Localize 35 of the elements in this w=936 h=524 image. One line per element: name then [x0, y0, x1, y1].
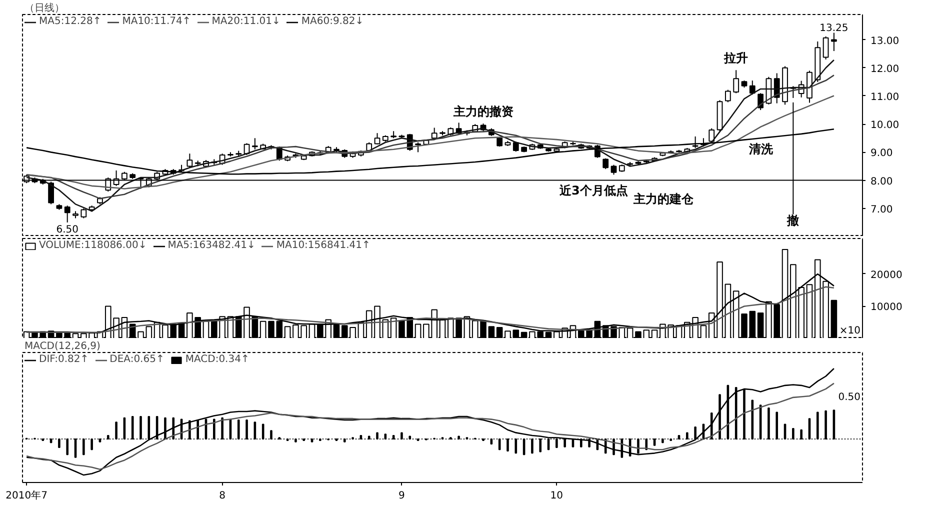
legend-label: MACD:0.34↑	[185, 354, 250, 365]
legend-label: DEA:0.65↑	[110, 354, 164, 365]
annotation: 6.50	[56, 224, 78, 236]
legend-label: MA60:9.82↓	[301, 16, 364, 27]
y-axis-title: ×10	[839, 326, 861, 336]
x-tick-label: 8	[219, 490, 226, 502]
ref-line-label: 近3个月低点	[558, 183, 628, 198]
legend-label: MA20:11.01↓	[212, 16, 280, 27]
legend-label: MA5:163482.41↓	[168, 240, 256, 251]
annotation: 主力的建仓	[632, 192, 694, 206]
annotation: 清洗	[748, 142, 774, 156]
legend-label: DIF:0.82↑	[39, 354, 89, 365]
y-tick-label: 7.00	[870, 204, 893, 216]
y-tick-label: 11.00	[870, 92, 900, 103]
y-tick-label: 20000	[870, 270, 902, 281]
y-tick-label: 12.00	[870, 64, 900, 75]
chart-title: MACD(12,26,9)	[24, 341, 101, 352]
annotation: 撤	[786, 214, 800, 228]
legend-label: MA10:156841.41↑	[276, 240, 370, 251]
annotation: 13.25	[820, 22, 848, 34]
text: 0.50	[838, 392, 860, 404]
legend-label: MA10:11.74↑	[122, 16, 191, 27]
legend-label: VOLUME:118086.00↓	[39, 240, 147, 251]
legend-label: MA5:12.28↑	[39, 16, 102, 27]
chart-title: （日线）	[24, 2, 64, 14]
y-tick-label: 8.00	[870, 176, 893, 188]
annotation: 拉升	[723, 51, 748, 66]
y-tick-label: 10.00	[870, 120, 900, 132]
y-tick-label: 9.00	[870, 148, 893, 160]
y-tick-label: 10000	[870, 302, 902, 314]
x-tick-label: 10	[550, 490, 564, 502]
x-tick-label: 9	[398, 490, 405, 502]
annotation: 主力的撤资	[452, 104, 514, 119]
x-tick-label: 2010年7	[6, 490, 48, 502]
y-tick-label: 13.00	[870, 36, 900, 47]
